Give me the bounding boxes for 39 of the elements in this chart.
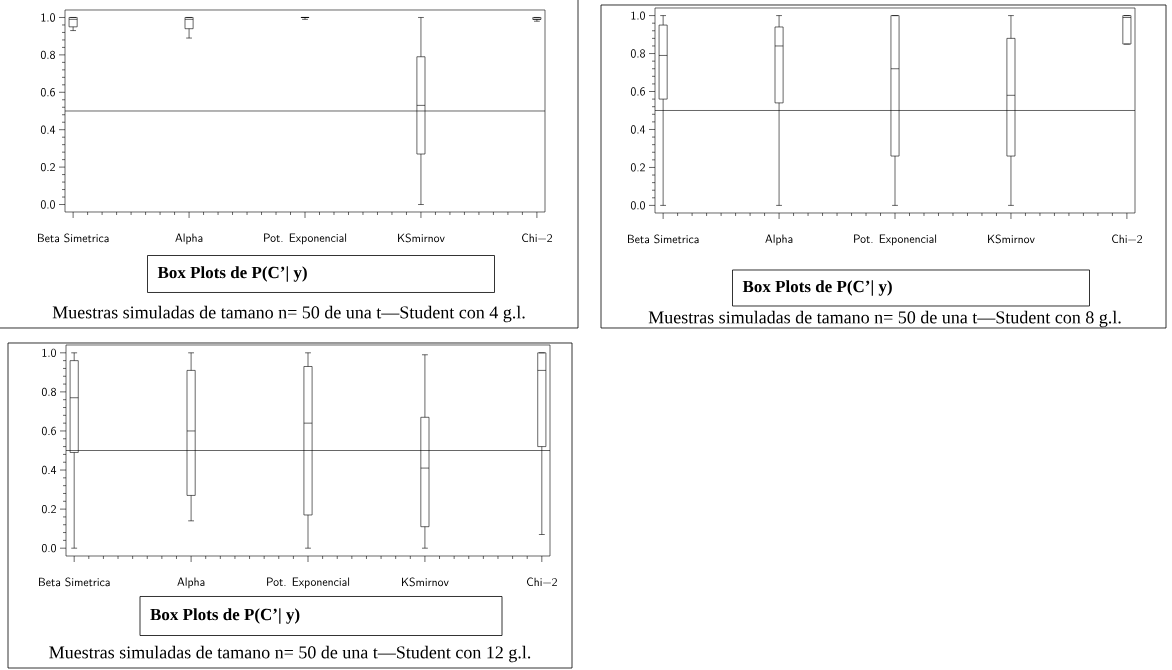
text: Box Plots de P(C’| y) bbox=[157, 266, 307, 282]
y-tick-label: 0.8 bbox=[630, 49, 645, 58]
y-tick-label: 0.8 bbox=[40, 50, 55, 60]
x-tick-label: Chi−2 bbox=[1112, 234, 1142, 244]
x-tick-label: KSmirnov bbox=[402, 577, 449, 587]
x-tick-label: KSmirnov bbox=[988, 234, 1035, 244]
text: Muestras simuladas de tamano n= 50 de una t—Student con 12 g.l. bbox=[49, 645, 531, 663]
x-tick-label: Pot. Exponencial bbox=[267, 577, 350, 589]
text: Box Plots de P(C’| y) bbox=[150, 608, 300, 624]
text: Muestras simuladas de tamano n= 50 de una t—Student con 8 g.l. bbox=[648, 310, 1121, 328]
x-tick-label: Pot. Exponencial bbox=[264, 233, 347, 245]
y-tick-label: 0.0 bbox=[41, 544, 56, 553]
y-tick-label: 0.6 bbox=[40, 88, 55, 97]
y-tick-label: 0.6 bbox=[41, 426, 56, 436]
x-tick-label: Beta Simetrica bbox=[39, 577, 110, 587]
x-tick-label: Pot. Exponencial bbox=[854, 234, 937, 246]
text: Muestras simuladas de tamano n= 50 de una t—Student con 4 g.l. bbox=[52, 305, 525, 323]
x-tick-label: Chi−2 bbox=[526, 577, 557, 587]
y-tick-label: 1.0 bbox=[42, 348, 56, 357]
y-tick-label: 0.8 bbox=[41, 387, 56, 397]
x-tick-label: Beta Simetrica bbox=[628, 234, 699, 244]
y-tick-label: 0.4 bbox=[41, 465, 57, 475]
y-tick-label: 0.2 bbox=[630, 163, 645, 172]
y-tick-label: 0.0 bbox=[40, 200, 55, 209]
y-tick-label: 0.2 bbox=[41, 504, 56, 514]
y-tick-label: 1.0 bbox=[631, 11, 645, 20]
y-tick-label: 0.4 bbox=[630, 125, 646, 134]
x-tick-label: KSmirnov bbox=[398, 233, 445, 243]
x-tick-label: Beta Simetrica bbox=[38, 233, 109, 243]
y-tick-label: 0.4 bbox=[40, 125, 56, 134]
y-tick-label: 1.0 bbox=[41, 13, 55, 22]
y-tick-label: 0.6 bbox=[630, 87, 645, 96]
y-tick-label: 0.2 bbox=[40, 162, 55, 172]
y-tick-label: 0.0 bbox=[630, 201, 645, 210]
x-tick-label: Alpha bbox=[765, 234, 793, 246]
x-tick-label: Alpha bbox=[175, 233, 203, 245]
x-tick-label: Chi−2 bbox=[522, 233, 552, 243]
text: Box Plots de P(C’| y) bbox=[742, 280, 892, 296]
x-tick-label: Alpha bbox=[177, 577, 205, 589]
